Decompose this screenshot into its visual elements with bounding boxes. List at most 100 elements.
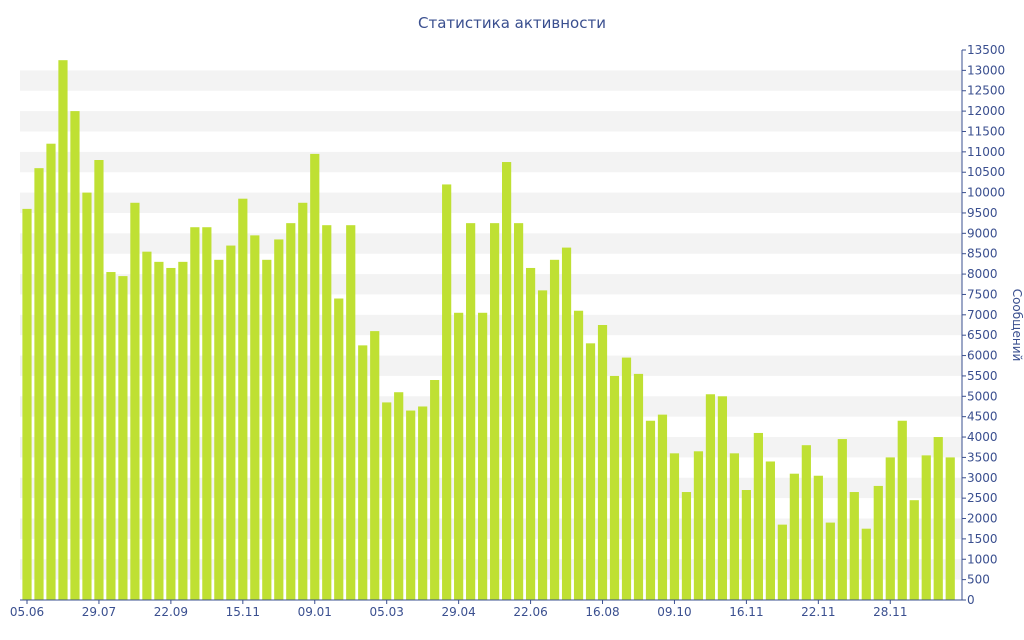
bar [490,223,500,600]
y-tick-label: 8000 [967,267,998,281]
bar [94,160,104,600]
y-tick-label: 6500 [967,328,998,342]
x-tick-label: 16.11 [729,605,763,619]
bar [334,298,344,600]
bar [430,380,440,600]
bar [106,272,116,600]
bar [705,394,716,600]
bar [873,485,883,600]
bar [861,528,871,600]
bar [813,475,823,600]
x-axis-ticks: 05.06 29.07 22.09 15.11 09.01 05.03 29.04 22.06… [10,600,907,619]
bar [70,111,80,601]
bar [274,239,284,600]
bar [142,251,152,601]
y-tick-label: 2000 [967,512,998,526]
bar [190,227,200,600]
y-tick-label: 9500 [967,206,998,220]
y-axis-title: Сообщений [1010,289,1024,362]
x-tick-label: 22.09 [154,605,188,619]
bar [645,420,656,600]
bar [250,235,260,600]
bar [585,343,596,600]
bar [837,439,847,600]
bar [346,225,356,600]
y-tick-label: 13000 [967,63,1005,77]
bar [418,406,428,600]
x-tick-label: 09.01 [298,605,332,619]
x-tick-label: 15.11 [226,605,260,619]
bar [130,202,140,600]
bar [82,192,92,600]
y-tick-label: 7500 [967,287,998,301]
bar [717,396,728,600]
bar [921,455,931,600]
grid-band [20,192,962,213]
bar [310,153,320,600]
bar [406,410,416,600]
bar [753,432,763,600]
bar [777,524,787,600]
x-tick-label: 09.10 [657,605,691,619]
x-tick-label: 22.11 [801,605,835,619]
bar [789,473,799,600]
bar [358,345,368,600]
bar [58,60,68,600]
y-tick-label: 5000 [967,389,998,403]
bar [46,143,56,600]
bar [909,500,919,600]
y-tick-label: 12000 [967,104,1005,118]
y-tick-label: 11500 [967,124,1005,138]
bar [669,453,680,600]
bar [382,402,392,600]
bar [765,461,775,600]
y-tick-label: 8500 [967,247,998,261]
bar [681,492,692,600]
bar [525,267,536,600]
x-tick-label: 29.07 [82,605,116,619]
y-tick-label: 1000 [967,552,998,566]
bar [370,331,380,600]
y-tick-label: 2500 [967,491,998,505]
bar [513,223,524,600]
bar [22,208,32,600]
axes [20,50,963,601]
x-tick-label: 05.06 [10,605,44,619]
y-tick-label: 6000 [967,349,998,363]
y-tick-label: 1500 [967,532,998,546]
y-tick-label: 9000 [967,226,998,240]
bar [286,223,296,600]
bar [825,522,835,600]
bar [202,227,212,600]
y-tick-label: 3000 [967,471,998,485]
y-tick-label: 10500 [967,165,1005,179]
bar [166,267,176,600]
x-tick-label: 16.08 [585,605,619,619]
bar [238,198,248,600]
bar [118,276,128,600]
bar [801,445,811,600]
bar [502,162,512,601]
bar [621,357,632,600]
bar [741,490,751,600]
grid-band [20,70,962,91]
x-tick-label: 05.03 [370,605,404,619]
bar [885,457,895,600]
x-tick-label: 22.06 [513,605,547,619]
y-tick-label: 11000 [967,145,1005,159]
y-tick-label: 4500 [967,410,998,424]
bar [849,492,859,600]
bars [22,60,955,601]
bar [729,453,740,600]
bar [561,247,572,600]
bar [226,245,236,600]
bar [262,259,272,600]
bar [466,223,476,600]
bar [573,310,584,600]
bar [897,420,907,600]
y-tick-label: 7000 [967,308,998,322]
bar [657,414,668,600]
y-tick-label: 500 [967,573,990,587]
